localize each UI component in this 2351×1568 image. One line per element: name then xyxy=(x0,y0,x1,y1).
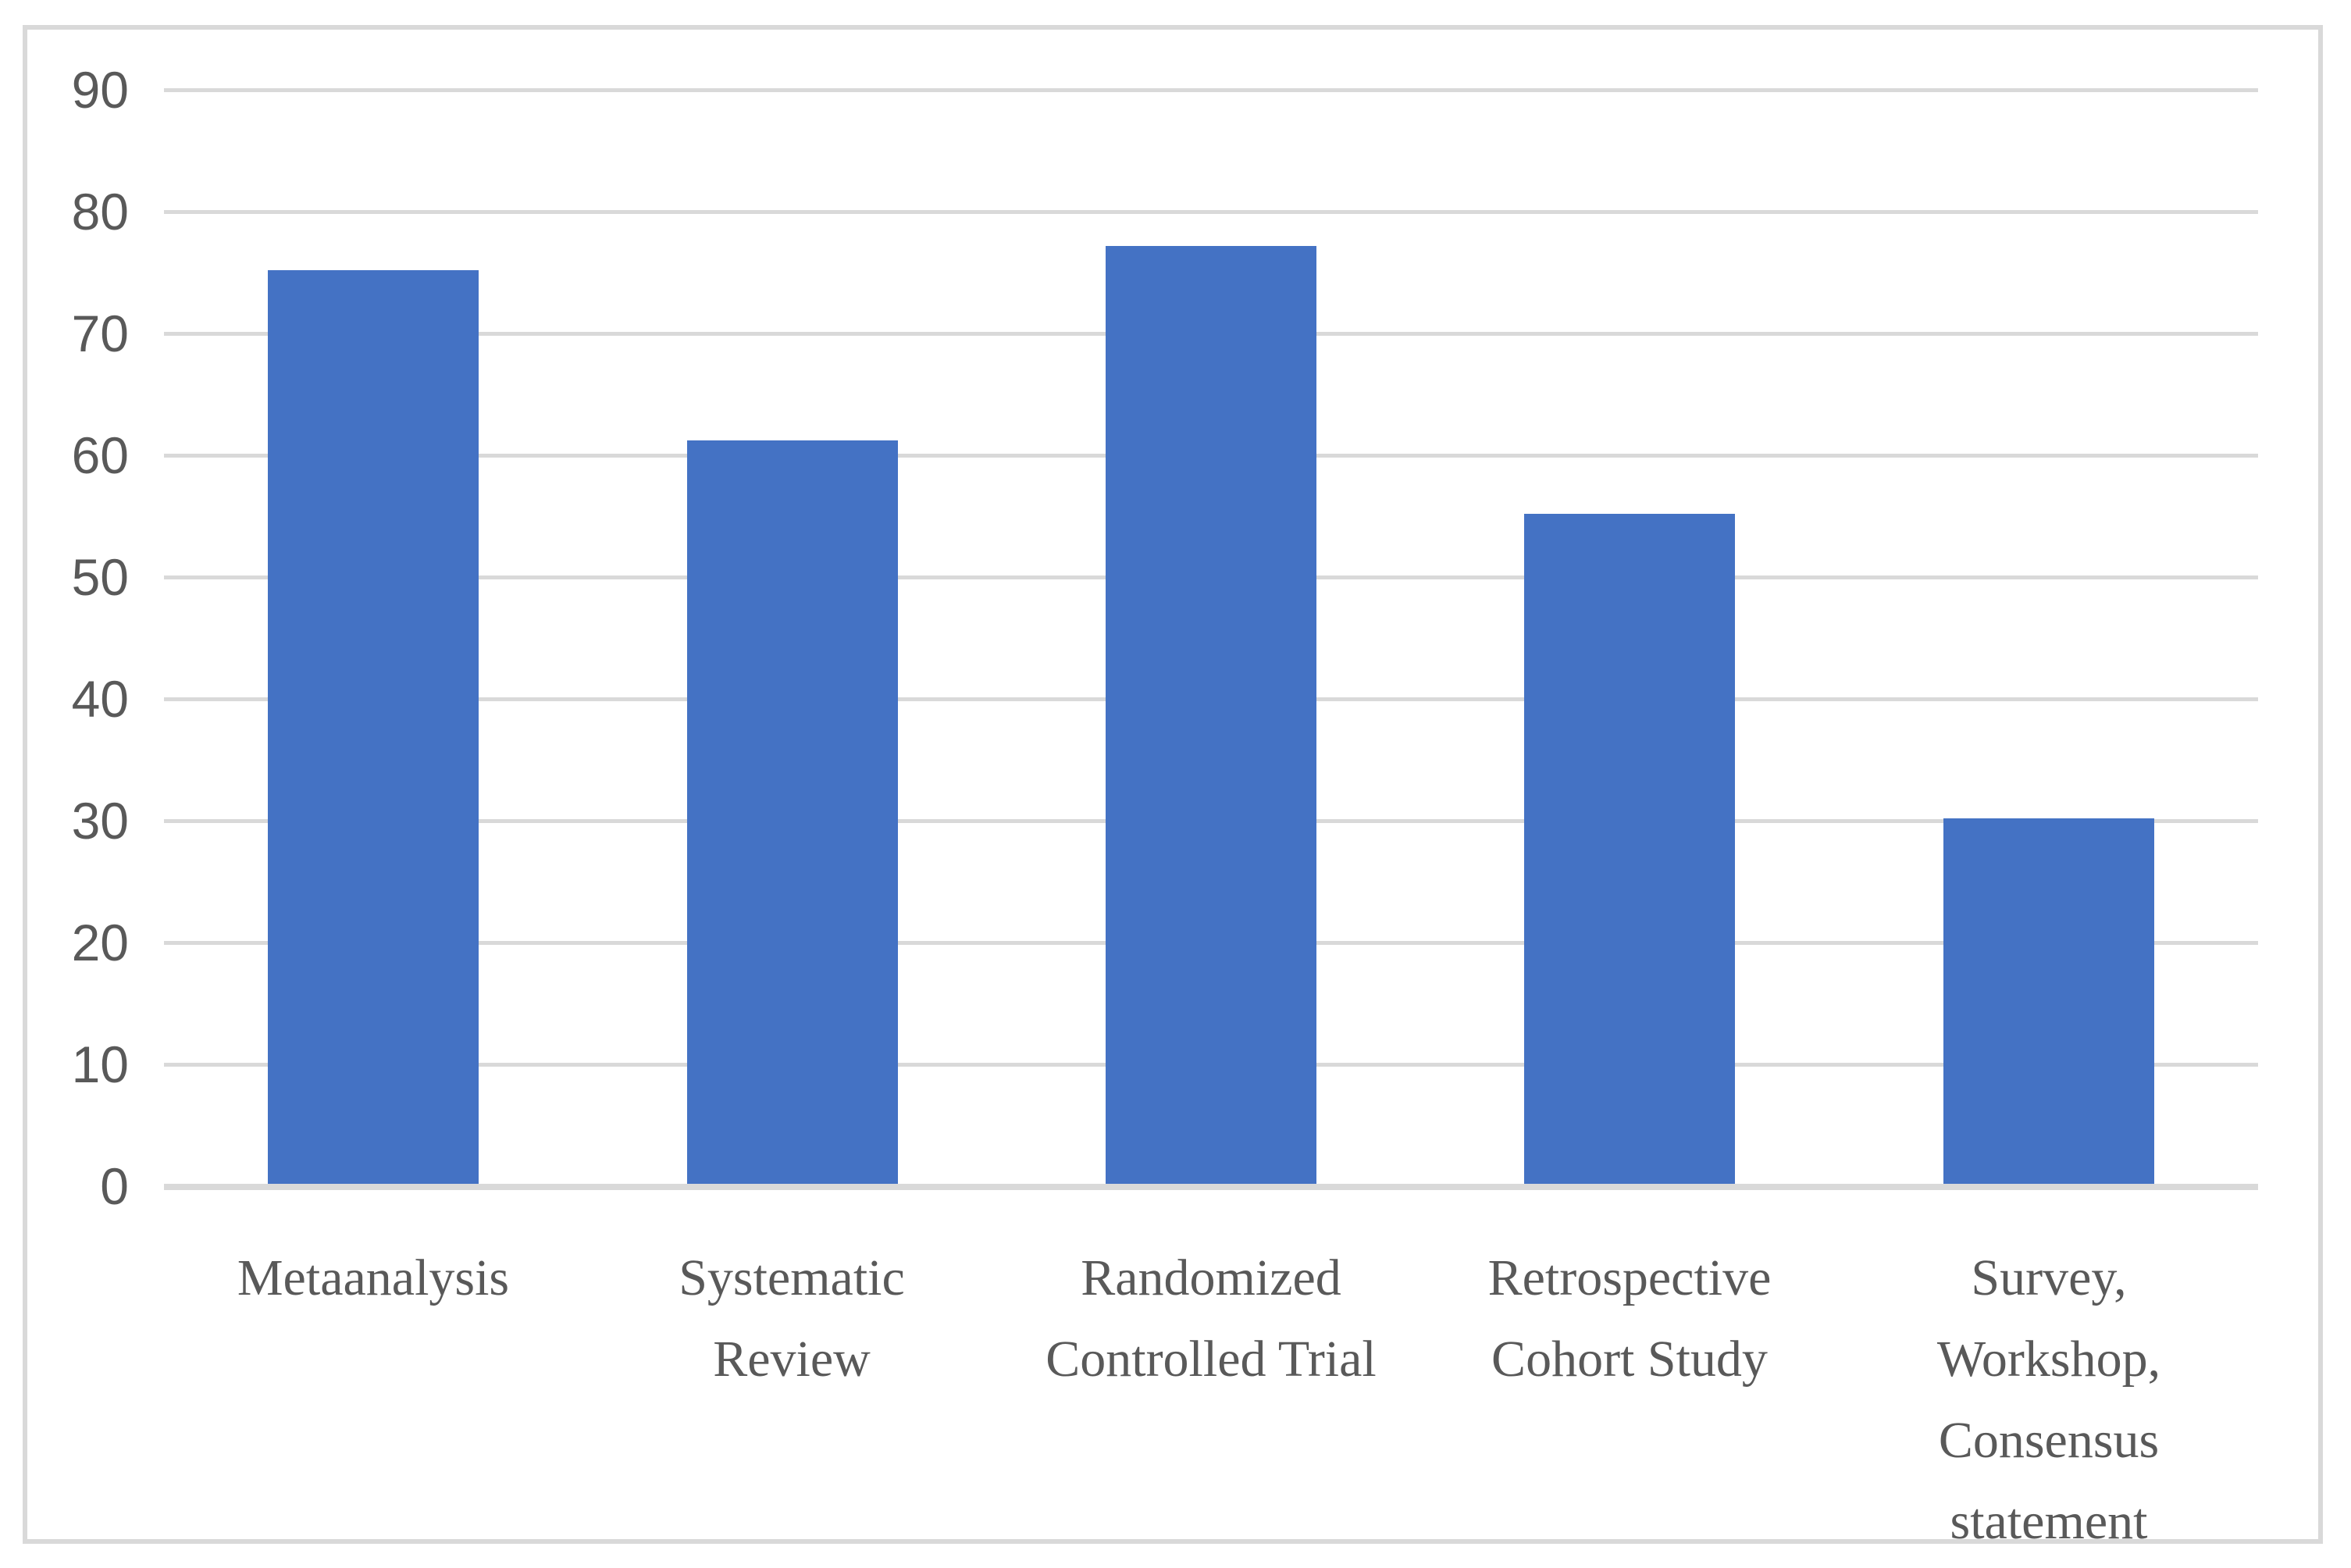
x-axis-tick-label: Retrospective Cohort Study xyxy=(1487,1249,1772,1388)
gridline xyxy=(164,210,2258,214)
x-axis-tick-label: Systematic Review xyxy=(679,1249,905,1388)
y-axis-tick-label: 40 xyxy=(71,670,129,728)
bar-metaanalysis xyxy=(268,270,479,1184)
x-axis-tick-label: Survey, Workshop, Consensus statement xyxy=(1936,1249,2161,1550)
x-axis-line xyxy=(164,1184,2258,1190)
y-axis-tick-label: 70 xyxy=(71,305,129,362)
y-axis-tick-label: 60 xyxy=(71,426,129,484)
y-axis-tick-label: 90 xyxy=(71,61,129,119)
bar-systematic-review xyxy=(687,440,898,1184)
y-axis-tick-label: 30 xyxy=(71,792,129,850)
y-axis-tick-label: 50 xyxy=(71,548,129,606)
bar-randomized-controlled-trial xyxy=(1106,246,1316,1184)
bar-retrospective-cohort-study xyxy=(1524,514,1735,1184)
y-axis-tick-label: 20 xyxy=(71,914,129,971)
x-axis-tick-label: Randomized Controlled Trial xyxy=(1045,1249,1377,1388)
y-axis-tick-label: 80 xyxy=(71,183,129,241)
x-axis-tick-label: Metaanalysis xyxy=(237,1249,510,1306)
bar-survey-workshop-consensus-statement xyxy=(1943,818,2154,1184)
y-axis-tick-label: 10 xyxy=(71,1035,129,1093)
y-axis-tick-label: 0 xyxy=(100,1157,129,1215)
gridline xyxy=(164,88,2258,92)
